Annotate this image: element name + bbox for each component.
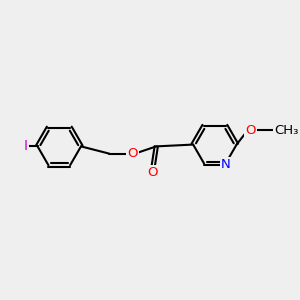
Text: CH₃: CH₃ — [274, 124, 298, 136]
Text: I: I — [24, 140, 28, 153]
Text: O: O — [245, 124, 256, 136]
Text: O: O — [127, 147, 138, 160]
Text: O: O — [147, 166, 158, 179]
Text: N: N — [221, 158, 231, 171]
